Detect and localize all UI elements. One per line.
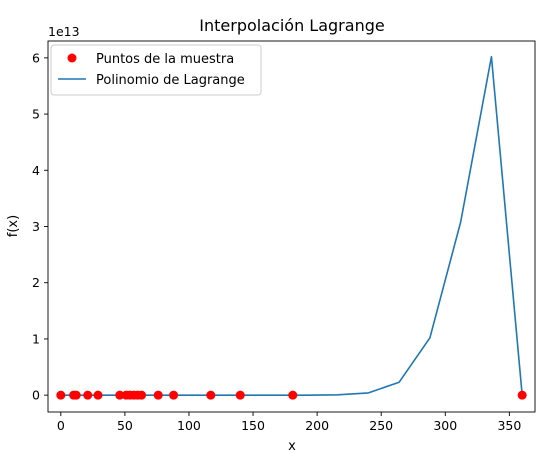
y-tick-label: 3 [32, 219, 40, 234]
data-point [83, 390, 93, 400]
data-point [517, 390, 527, 400]
x-axis-label: x [288, 439, 296, 454]
x-tick-label: 50 [117, 418, 133, 433]
y-tick-label: 4 [32, 163, 40, 178]
data-point [153, 390, 163, 400]
x-tick-label: 150 [241, 418, 265, 433]
x-tick-label: 100 [177, 418, 201, 433]
y-tick-label: 6 [32, 50, 40, 65]
data-point [137, 390, 147, 400]
legend-label-puntos: Puntos de la muestra [96, 52, 234, 67]
data-point [93, 390, 103, 400]
x-tick-label: 0 [57, 418, 65, 433]
data-point [115, 390, 125, 400]
data-point [71, 390, 81, 400]
data-point [56, 390, 66, 400]
chart-title: Interpolación Lagrange [199, 16, 384, 35]
data-point [288, 390, 298, 400]
x-tick-label: 200 [305, 418, 329, 433]
x-tick-label: 300 [433, 418, 457, 433]
x-tick-label: 350 [497, 418, 521, 433]
data-point [169, 390, 179, 400]
y-tick-label: 1 [32, 331, 40, 346]
y-tick-label: 0 [32, 388, 40, 403]
legend-box [50, 44, 262, 96]
y-axis-label: f(x) [6, 215, 21, 237]
y-tick-label: 2 [32, 275, 40, 290]
y-offset-label: 1e13 [48, 24, 80, 39]
plot-area: 0 50 100 150 200 250 300 350 0 1 2 3 4 5 6 [32, 40, 536, 433]
legend-marker-puntos [67, 53, 77, 63]
legend-label-polinomio: Polinomio de Lagrange [96, 73, 245, 88]
x-tick-label: 250 [369, 418, 393, 433]
data-point [235, 390, 245, 400]
y-tick-label: 5 [32, 107, 40, 122]
legend: Puntos de la muestra Polinomio de Lagran… [50, 44, 262, 96]
data-point [206, 390, 216, 400]
